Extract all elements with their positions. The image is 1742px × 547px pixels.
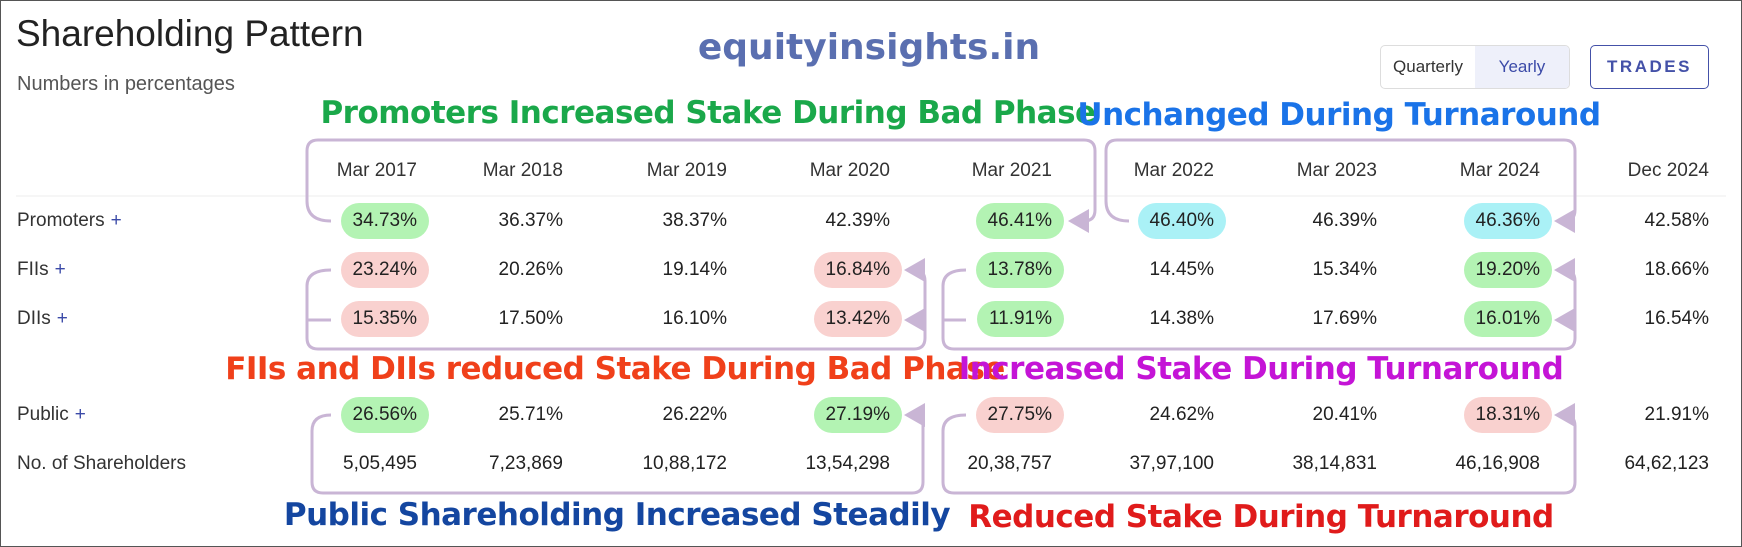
expand-toggle[interactable]: + — [54, 259, 66, 280]
cell: 15.34% — [1312, 259, 1377, 280]
cell: 5,05,495 — [343, 453, 417, 474]
row-label-text: DIIs — [17, 308, 51, 329]
row-label: FIIs + — [17, 259, 66, 281]
row-label-text: No. of Shareholders — [17, 453, 186, 474]
row-label-text: Promoters — [17, 210, 105, 231]
annotation: Increased Stake During Turnaround — [958, 351, 1564, 387]
cell: 46.36% — [1463, 203, 1552, 239]
cell: 64,62,123 — [1624, 453, 1709, 474]
cell: 46.41% — [975, 203, 1064, 239]
cell: 26.56% — [340, 397, 429, 433]
cell: 16.10% — [662, 308, 727, 329]
cell: 42.58% — [1644, 210, 1709, 231]
cell: 16.01% — [1463, 301, 1552, 337]
cell: 24.62% — [1149, 404, 1214, 425]
cell: 27.75% — [975, 397, 1064, 433]
row-label: DIIs + — [17, 308, 68, 330]
annotation: Promoters Increased Stake During Bad Pha… — [320, 95, 1096, 131]
subtitle: Numbers in percentages — [17, 73, 235, 95]
cell: 14.38% — [1149, 308, 1214, 329]
cell: 46.39% — [1312, 210, 1377, 231]
expand-toggle[interactable]: + — [110, 210, 122, 231]
cell: 37,97,100 — [1129, 453, 1214, 474]
column-header: Mar 2022 — [1133, 160, 1214, 181]
bracket — [941, 258, 1577, 351]
row-label: Promoters + — [17, 210, 122, 232]
column-header: Mar 2017 — [336, 160, 417, 181]
cell: 21.91% — [1644, 404, 1709, 425]
annotation: FIIs and DIIs reduced Stake During Bad P… — [225, 351, 1005, 387]
cell: 18.31% — [1463, 397, 1552, 433]
cell: 11.91% — [976, 301, 1064, 337]
annotation: Unchanged During Turnaround — [1077, 97, 1601, 133]
row-label-text: FIIs — [17, 259, 49, 280]
bracket — [1104, 138, 1577, 233]
cell: 13.78% — [975, 252, 1064, 288]
column-header: Mar 2023 — [1296, 160, 1377, 181]
cell: 13.42% — [813, 301, 902, 337]
bracket — [310, 403, 925, 495]
column-header: Mar 2021 — [971, 160, 1052, 181]
title: Shareholding Pattern — [16, 13, 364, 54]
period-toggle: Quarterly Yearly — [1380, 45, 1570, 89]
cell: 25.71% — [498, 404, 563, 425]
cell: 17.50% — [498, 308, 563, 329]
cell: 10,88,172 — [642, 453, 727, 474]
cell: 14.45% — [1149, 259, 1214, 280]
toggle-option[interactable]: Quarterly — [1393, 57, 1463, 76]
cell: 38,14,831 — [1292, 453, 1377, 474]
cell: 13,54,298 — [805, 453, 890, 474]
row-label: Public + — [17, 404, 86, 426]
cell: 20.41% — [1312, 404, 1377, 425]
cell: 18.66% — [1644, 259, 1709, 280]
cell: 36.37% — [498, 210, 563, 231]
cell: 16.54% — [1644, 308, 1709, 329]
cell: 26.22% — [662, 404, 727, 425]
cell: 19.14% — [662, 259, 727, 280]
column-header: Mar 2020 — [809, 160, 890, 181]
expand-toggle[interactable]: + — [56, 308, 68, 329]
trades-button[interactable]: TRADES — [1590, 45, 1709, 89]
cell: 17.69% — [1312, 308, 1377, 329]
row-label: No. of Shareholders — [17, 453, 186, 475]
cell: 7,23,869 — [489, 453, 563, 474]
cell: 15.35% — [340, 301, 429, 337]
bracket — [941, 403, 1577, 495]
bracket — [305, 138, 1097, 233]
cell: 34.73% — [340, 203, 429, 239]
watermark: equityinsights.in — [697, 27, 1041, 68]
cell: 20.26% — [498, 259, 563, 280]
cell: 20,38,757 — [967, 453, 1052, 474]
column-header: Mar 2019 — [646, 160, 727, 181]
cell: 46.40% — [1137, 203, 1226, 239]
annotation: Reduced Stake During Turnaround — [968, 499, 1554, 535]
column-header: Mar 2024 — [1459, 160, 1540, 181]
bracket — [305, 258, 927, 351]
row-label-text: Public — [17, 404, 69, 425]
cell: 42.39% — [825, 210, 890, 231]
column-header: Mar 2018 — [482, 160, 563, 181]
cell: 46,16,908 — [1455, 453, 1540, 474]
cell: 19.20% — [1463, 252, 1552, 288]
cell: 23.24% — [340, 252, 429, 288]
annotation: Public Shareholding Increased Steadily — [283, 497, 951, 533]
column-header: Dec 2024 — [1627, 160, 1709, 181]
cell: 16.84% — [813, 252, 902, 288]
toggle-option[interactable]: Yearly — [1475, 46, 1569, 88]
cell: 27.19% — [813, 397, 902, 433]
cell: 38.37% — [662, 210, 727, 231]
expand-toggle[interactable]: + — [74, 404, 86, 425]
